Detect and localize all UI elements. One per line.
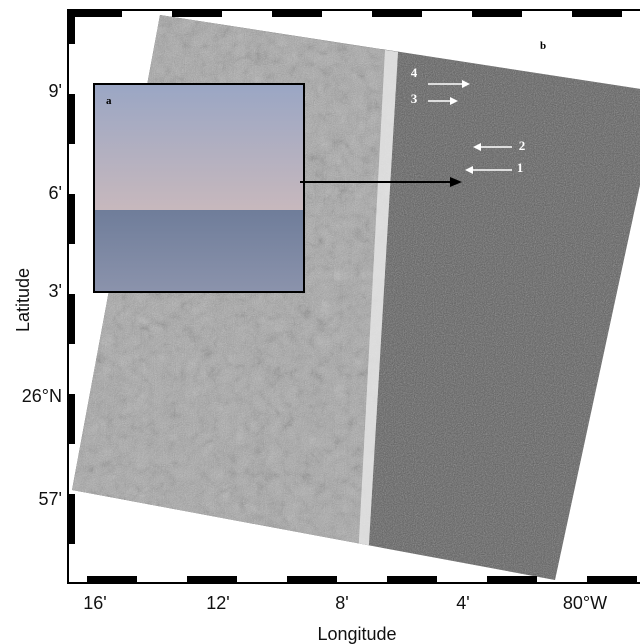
pointer-arrow	[300, 177, 462, 187]
panel-label: b	[540, 40, 546, 52]
x-tick-label: 16'	[83, 593, 106, 613]
ticks: 16' 12' 8' 4' 80°W 9' 6' 3' 26°N 57'	[22, 81, 607, 613]
arrow-number: 3	[411, 91, 418, 106]
y-tick-label: 9'	[49, 81, 62, 101]
x-tick-label: 12'	[206, 593, 229, 613]
y-tick-label: 3'	[49, 281, 62, 301]
inset-photo: a	[93, 83, 305, 293]
y-tick-label: 6'	[49, 183, 62, 203]
arrow-head	[465, 166, 473, 174]
arrow-number: 1	[517, 160, 524, 175]
y-axis-label: Latitude	[13, 268, 33, 332]
frame	[67, 9, 640, 584]
arrow-head	[450, 97, 458, 105]
arrow-head	[462, 80, 470, 88]
x-axis-label: Longitude	[317, 624, 396, 644]
inset-label: a	[106, 95, 112, 107]
arrows: 4 3 2 1	[411, 65, 526, 175]
arrow-head	[473, 143, 481, 151]
y-tick-label: 26°N	[22, 386, 62, 406]
x-tick-label: 80°W	[563, 593, 607, 613]
x-tick-label: 4'	[456, 593, 469, 613]
x-tick-label: 8'	[335, 593, 348, 613]
y-tick-label: 57'	[39, 489, 62, 509]
arrow-number: 2	[519, 138, 526, 153]
arrow-number: 4	[411, 65, 418, 80]
